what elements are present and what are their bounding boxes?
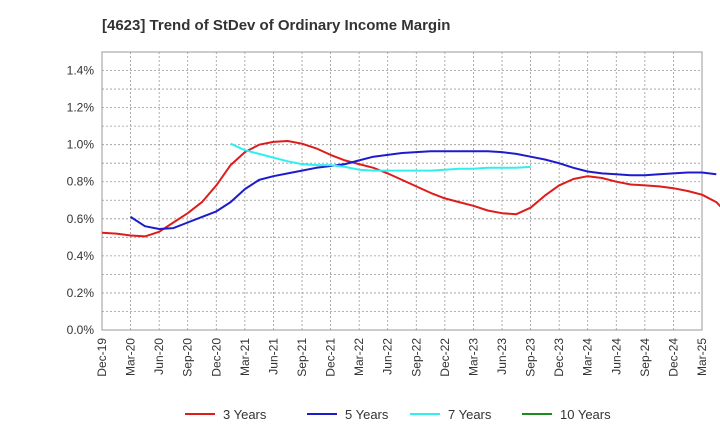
legend-label-3: 10 Years [560,407,611,422]
y-tick-label: 1.2% [67,101,95,115]
y-tick-label: 0.2% [67,286,95,300]
x-tick-label: Mar-23 [466,338,480,376]
x-tick-label: Mar-20 [124,338,138,376]
x-tick-label: Jun-24 [609,338,623,375]
x-tick-label: Sep-21 [295,338,309,377]
x-tick-label: Sep-23 [524,338,538,377]
x-tick-label: Sep-22 [409,338,423,377]
x-tick-label: Mar-22 [352,338,366,376]
x-tick-label: Sep-24 [638,338,652,377]
x-tick-label: Mar-24 [581,338,595,376]
y-tick-label: 1.0% [67,138,95,152]
x-tick-label: Dec-19 [95,338,109,377]
series-lines [101,140,720,238]
legend-label-0: 3 Years [223,407,267,422]
x-tick-label: Mar-25 [695,338,709,376]
x-tick-label: Jun-21 [266,338,280,375]
x-tick-label: Jun-20 [152,338,166,375]
x-tick-label: Mar-21 [238,338,252,376]
x-axis: Dec-19 Mar-20 Jun-20 Sep-20 Dec-20 Mar-21 Jun-… [95,338,709,377]
legend: 3 Years 5 Years 7 Years 10 Years [185,407,611,422]
y-tick-label: 0.4% [67,249,95,263]
legend-label-1: 5 Years [345,407,389,422]
series-line-1 [130,150,717,230]
chart-title: [4623] Trend of StDev of Ordinary Income… [102,17,450,34]
x-tick-label: Dec-23 [552,338,566,377]
x-tick-label: Dec-22 [438,338,452,377]
y-tick-label: 0.6% [67,212,95,226]
x-tick-label: Jun-22 [381,338,395,375]
x-tick-label: Sep-20 [181,338,195,377]
x-tick-label: Jun-23 [495,338,509,375]
y-axis: 0.0% 0.2% 0.4% 0.6% 0.8% 1.0% 1.2% 1.4% [67,64,95,337]
y-tick-label: 0.0% [67,323,95,337]
x-tick-label: Dec-21 [324,338,338,377]
series-line-2 [230,142,531,172]
grid [101,51,703,331]
x-tick-label: Dec-20 [209,338,223,377]
series-line-0 [101,140,720,238]
legend-label-2: 7 Years [448,407,492,422]
y-tick-label: 1.4% [67,64,95,78]
y-tick-label: 0.8% [67,175,95,189]
plot-frame [101,51,703,331]
x-tick-label: Dec-24 [666,338,680,377]
